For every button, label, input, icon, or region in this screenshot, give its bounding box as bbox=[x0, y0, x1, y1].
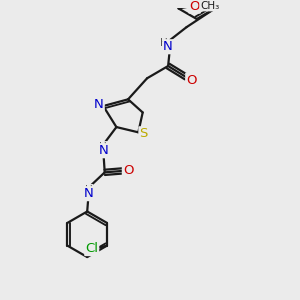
Text: CH₃: CH₃ bbox=[200, 1, 219, 10]
Text: H: H bbox=[99, 142, 107, 152]
Text: O: O bbox=[186, 74, 197, 86]
Text: N: N bbox=[98, 144, 108, 157]
Text: Cl: Cl bbox=[85, 242, 98, 255]
Text: S: S bbox=[140, 127, 148, 140]
Text: O: O bbox=[123, 164, 133, 177]
Text: N: N bbox=[94, 98, 104, 111]
Text: H: H bbox=[85, 185, 92, 195]
Text: O: O bbox=[189, 0, 200, 13]
Text: N: N bbox=[84, 187, 94, 200]
Text: H: H bbox=[160, 38, 168, 48]
Text: N: N bbox=[163, 40, 173, 53]
